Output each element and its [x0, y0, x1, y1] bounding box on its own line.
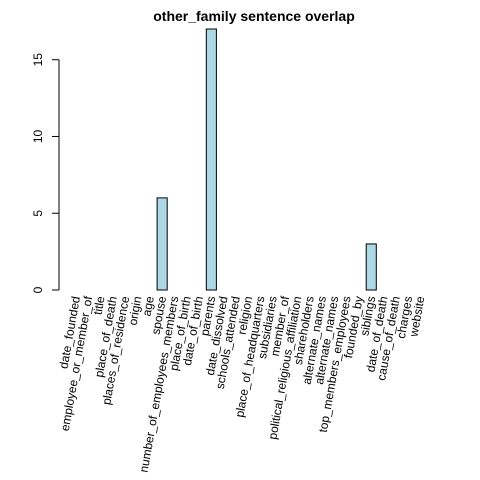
y-tick-label: 0 — [31, 286, 45, 293]
bar — [156, 197, 168, 291]
chart-title: other_family sentence overlap — [153, 8, 355, 24]
y-tick-label: 5 — [31, 210, 45, 217]
x-tick-label: origin — [126, 295, 145, 326]
x-tick-label: age — [140, 295, 157, 317]
y-axis: 0 5 10 15 — [31, 53, 60, 293]
bar — [365, 243, 377, 291]
x-axis-labels: date_foundedemployee_or_member_oftitlepl… — [56, 294, 427, 473]
x-tick-label: title — [91, 295, 108, 316]
x-tick-label: siblings — [357, 295, 378, 337]
x-tick-label: religion — [235, 295, 256, 336]
bars — [156, 28, 377, 291]
y-tick-label: 15 — [31, 53, 45, 67]
bar — [205, 28, 217, 291]
x-tick-label: parents — [198, 295, 219, 337]
x-tick-label: spouse — [149, 295, 170, 336]
y-tick-label: 10 — [31, 129, 45, 143]
